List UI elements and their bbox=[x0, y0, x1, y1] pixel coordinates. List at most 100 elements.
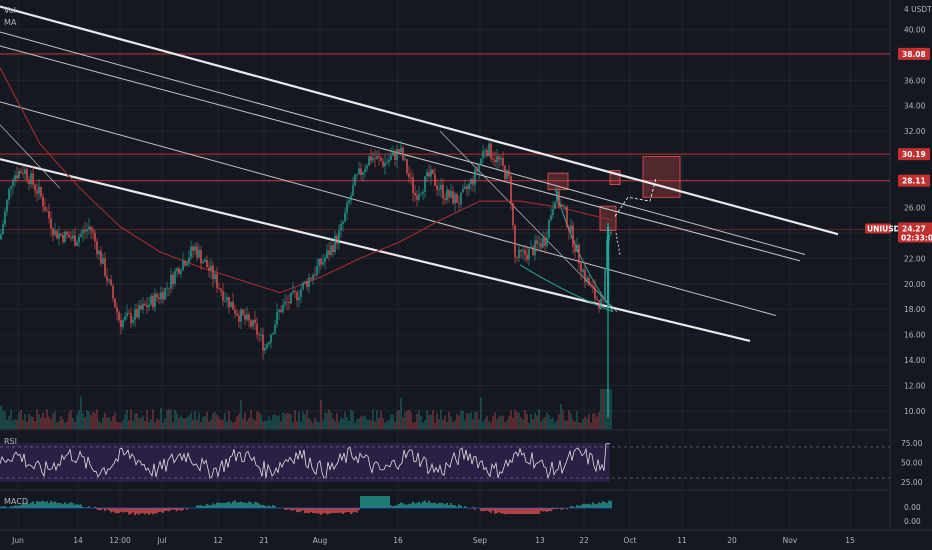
macd-bar bbox=[312, 508, 314, 514]
candle-body bbox=[272, 333, 274, 335]
volume-bar bbox=[566, 420, 568, 429]
macd-bar bbox=[196, 505, 198, 508]
macd-bar bbox=[4, 506, 6, 508]
volume-bar bbox=[550, 419, 552, 429]
macd-bar bbox=[506, 508, 508, 514]
macd-indicator-label[interactable]: MACD bbox=[4, 497, 28, 506]
candle-body bbox=[486, 149, 488, 156]
volume-bar bbox=[454, 420, 456, 429]
volume-bar bbox=[54, 411, 56, 429]
candle-body bbox=[34, 184, 36, 191]
volume-bar bbox=[280, 421, 282, 429]
price-tag-label: 38.08 bbox=[902, 50, 926, 59]
volume-bar bbox=[494, 412, 496, 429]
macd-bar bbox=[384, 496, 386, 508]
macd-bar bbox=[200, 505, 202, 508]
volume-bar bbox=[574, 421, 576, 429]
candle-body bbox=[186, 262, 188, 266]
macd-bar bbox=[148, 508, 150, 515]
macd-bar bbox=[588, 503, 590, 508]
volume-bar bbox=[396, 410, 398, 429]
volume-bar bbox=[174, 409, 176, 429]
candle-body bbox=[222, 291, 224, 301]
macd-bar bbox=[242, 502, 244, 508]
volume-bar bbox=[102, 417, 104, 429]
volume-bar bbox=[184, 418, 186, 429]
macd-bar bbox=[266, 506, 268, 508]
macd-bar bbox=[438, 502, 440, 508]
candle-body bbox=[470, 178, 472, 184]
macd-bar bbox=[10, 506, 12, 508]
candle-body bbox=[460, 192, 462, 205]
trendline bbox=[0, 101, 777, 317]
macd-bar bbox=[492, 508, 494, 511]
candle-body bbox=[284, 301, 286, 305]
volume-bar bbox=[576, 411, 578, 429]
macd-bar bbox=[120, 508, 122, 512]
volume-bar bbox=[200, 422, 202, 429]
candle-body bbox=[560, 204, 562, 207]
volume-bar bbox=[446, 421, 448, 429]
macd-bar bbox=[98, 508, 100, 511]
volume-bar bbox=[420, 415, 422, 429]
candle-body bbox=[98, 250, 100, 255]
candle-body bbox=[238, 315, 240, 322]
price-tick-label: 12.00 bbox=[904, 381, 926, 390]
volume-indicator-label[interactable]: Vol bbox=[4, 6, 16, 15]
macd-bar bbox=[334, 508, 336, 513]
candle-body bbox=[282, 304, 284, 313]
candle-body bbox=[472, 178, 474, 185]
candle-body bbox=[494, 160, 496, 163]
candle-body bbox=[214, 273, 216, 280]
price-tag-label: 28.11 bbox=[902, 177, 926, 186]
volume-bar bbox=[178, 418, 180, 429]
candle-body bbox=[510, 176, 512, 203]
candle-body bbox=[270, 334, 272, 343]
macd-bar bbox=[374, 496, 376, 508]
volume-bar bbox=[270, 420, 272, 429]
candle-body bbox=[364, 169, 366, 172]
rsi-indicator-label[interactable]: RSI bbox=[4, 437, 17, 446]
macd-bar bbox=[510, 508, 512, 514]
macd-bar bbox=[222, 502, 224, 508]
volume-bar bbox=[572, 420, 574, 429]
candle-body bbox=[578, 244, 580, 264]
candle-body bbox=[456, 194, 458, 203]
macd-bar bbox=[592, 502, 594, 508]
ma-indicator-label[interactable]: MA bbox=[4, 18, 17, 27]
macd-bar bbox=[136, 508, 138, 514]
volume-bar bbox=[146, 410, 148, 429]
macd-bar bbox=[256, 502, 258, 508]
macd-bar bbox=[508, 508, 510, 514]
volume-bar bbox=[114, 412, 116, 429]
macd-bar bbox=[378, 496, 380, 508]
macd-bar bbox=[342, 508, 344, 514]
candle-body bbox=[252, 319, 254, 327]
volume-bar bbox=[260, 414, 262, 429]
volume-bar bbox=[610, 389, 612, 429]
candle-body bbox=[368, 156, 370, 166]
volume-bar bbox=[90, 415, 92, 429]
candle-body bbox=[550, 215, 552, 221]
macd-bar bbox=[208, 505, 210, 508]
volume-bar bbox=[312, 422, 314, 429]
macd-bar bbox=[314, 508, 316, 514]
volume-bar bbox=[12, 420, 14, 429]
macd-bar bbox=[214, 504, 216, 508]
macd-bar bbox=[220, 503, 222, 508]
volume-bar bbox=[172, 422, 174, 429]
candle-body bbox=[6, 199, 8, 212]
volume-bars bbox=[0, 389, 612, 429]
macd-bar bbox=[58, 502, 60, 508]
candle-body bbox=[194, 246, 196, 251]
macd-bar bbox=[400, 502, 402, 508]
volume-bar bbox=[456, 413, 458, 429]
macd-bar bbox=[606, 502, 608, 508]
time-axis[interactable]: Jun 14 12:00 Jul 12 21 Aug 16 Sep 13 22 Oct 11 20 Nov 1… bbox=[11, 536, 855, 545]
countdown-label: 02:33:02 bbox=[901, 233, 932, 242]
candle-body bbox=[210, 265, 212, 271]
macd-bar bbox=[414, 503, 416, 508]
volume-bar bbox=[498, 416, 500, 429]
volume-bar bbox=[580, 422, 582, 429]
